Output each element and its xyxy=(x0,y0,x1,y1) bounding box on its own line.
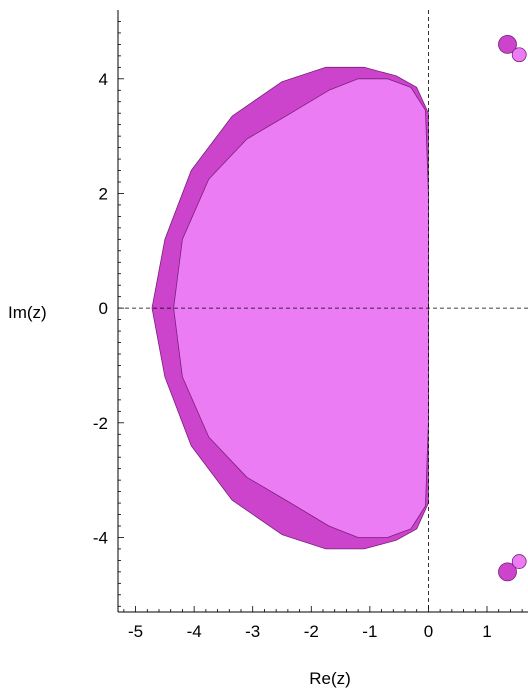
y-tick-label: -2 xyxy=(93,414,108,433)
x-tick-label: 1 xyxy=(482,622,491,641)
region-1-point-2 xyxy=(498,562,517,582)
region-2-point-2 xyxy=(511,554,527,569)
x-tick-label: 0 xyxy=(424,622,433,641)
x-tick-label: -3 xyxy=(245,622,260,641)
y-tick-label: 4 xyxy=(99,70,108,89)
regions-layer xyxy=(151,66,429,550)
y-axis-label: Im(z) xyxy=(8,303,47,322)
x-axis-label: Re(z) xyxy=(309,669,351,688)
x-tick-label: -4 xyxy=(187,622,202,641)
region-2-point-1 xyxy=(511,47,527,63)
y-tick-label: 2 xyxy=(99,184,108,203)
x-tick-label: -5 xyxy=(128,622,143,641)
axes-layer: -5 -4 -3 -2 -1 0 1 4 2 0 -2 -4 xyxy=(93,10,528,641)
x-tick-label: -1 xyxy=(362,622,377,641)
y-tick-label: 0 xyxy=(99,299,108,318)
points-layer xyxy=(498,35,527,582)
region-1-point-1 xyxy=(498,35,517,54)
x-tick-label: -2 xyxy=(304,622,319,641)
y-tick-label: -4 xyxy=(93,528,108,547)
